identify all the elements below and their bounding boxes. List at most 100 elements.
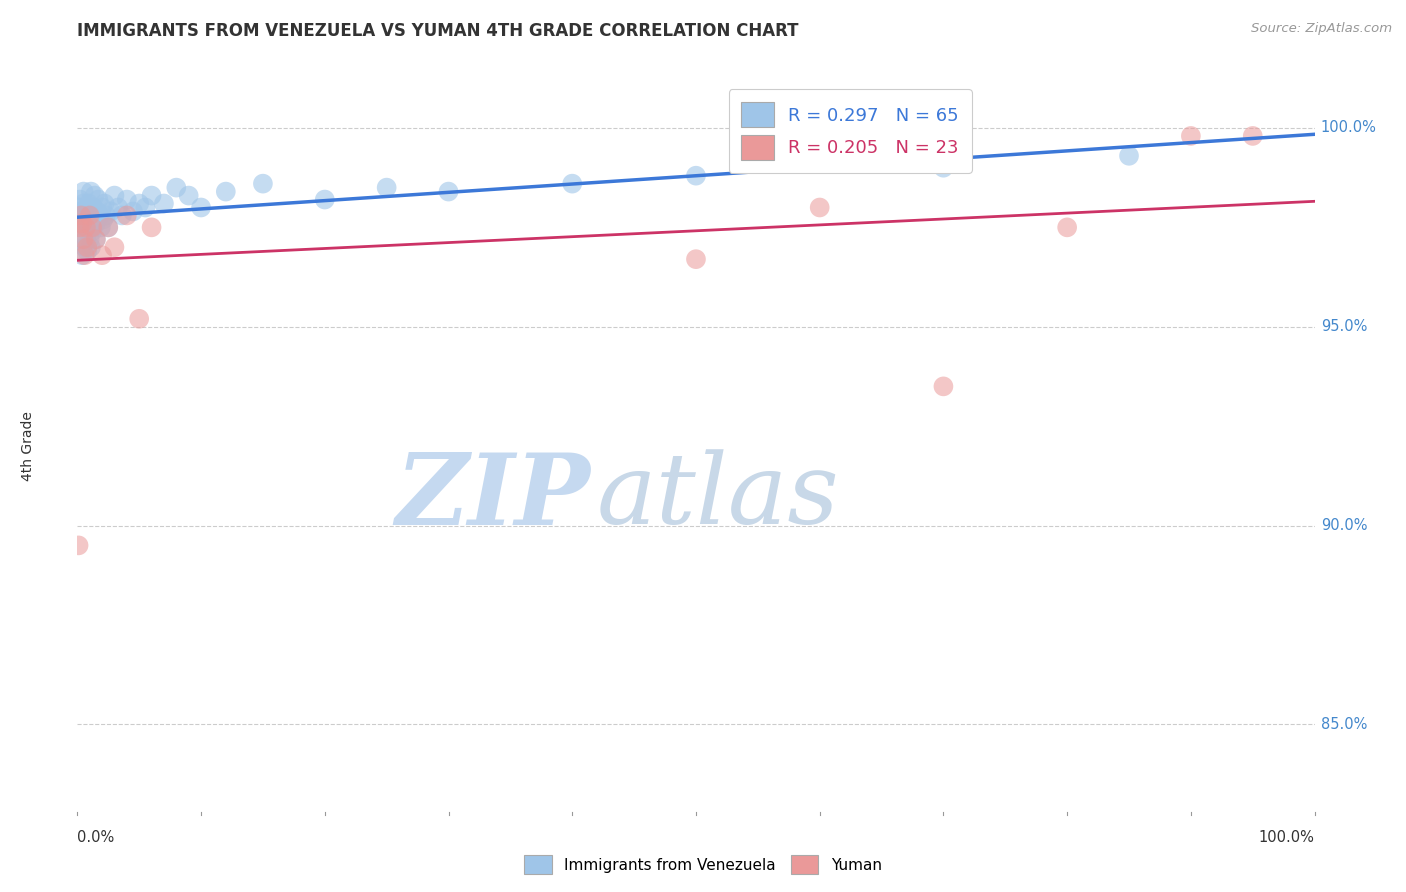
Point: [115, 209, 138, 223]
Text: 95.0%: 95.0%: [1320, 319, 1367, 334]
Point: [73, 248, 96, 262]
Point: [685, 252, 707, 267]
Text: 85.0%: 85.0%: [1320, 717, 1367, 731]
Point: [91, 212, 114, 227]
Point: [561, 177, 583, 191]
Point: [97, 220, 120, 235]
Point: [76, 244, 98, 259]
Point: [128, 311, 150, 326]
Point: [141, 220, 163, 235]
Point: [685, 169, 707, 183]
Point: [77, 224, 100, 238]
Point: [103, 188, 125, 202]
Point: [808, 201, 831, 215]
Text: 4th Grade: 4th Grade: [21, 411, 35, 481]
Point: [252, 177, 274, 191]
Point: [103, 240, 125, 254]
Point: [100, 204, 122, 219]
Point: [76, 216, 98, 230]
Point: [72, 185, 94, 199]
Point: [76, 240, 98, 254]
Point: [72, 216, 94, 230]
Point: [75, 232, 97, 246]
Point: [165, 180, 187, 194]
Point: [80, 240, 103, 254]
Point: [73, 212, 96, 227]
Point: [72, 216, 94, 230]
Point: [141, 188, 163, 202]
Point: [79, 209, 101, 223]
Point: [190, 201, 212, 215]
Point: [375, 180, 398, 194]
Point: [122, 204, 145, 219]
Text: 100.0%: 100.0%: [1320, 120, 1376, 136]
Point: [1056, 220, 1078, 235]
Point: [1180, 128, 1202, 143]
Point: [75, 220, 97, 235]
Text: 100.0%: 100.0%: [1258, 830, 1315, 845]
Point: [69, 220, 91, 235]
Point: [76, 201, 98, 215]
Point: [90, 220, 112, 235]
Point: [79, 216, 101, 230]
Point: [93, 196, 115, 211]
Point: [79, 232, 101, 246]
Point: [82, 220, 104, 235]
Text: Source: ZipAtlas.com: Source: ZipAtlas.com: [1251, 22, 1392, 36]
Point: [1118, 149, 1140, 163]
Point: [86, 204, 108, 219]
Point: [111, 209, 134, 223]
Point: [91, 248, 114, 262]
Point: [91, 201, 114, 215]
Point: [82, 201, 104, 215]
Point: [1241, 128, 1264, 143]
Point: [437, 185, 460, 199]
Legend: Immigrants from Venezuela, Yuman: Immigrants from Venezuela, Yuman: [519, 849, 887, 880]
Point: [70, 204, 93, 219]
Point: [115, 193, 138, 207]
Point: [97, 220, 120, 235]
Text: atlas: atlas: [598, 450, 839, 545]
Point: [73, 240, 96, 254]
Point: [83, 188, 105, 202]
Point: [69, 220, 91, 235]
Point: [314, 193, 336, 207]
Legend: R = 0.297   N = 65, R = 0.205   N = 23: R = 0.297 N = 65, R = 0.205 N = 23: [728, 89, 972, 173]
Point: [72, 248, 94, 262]
Point: [84, 216, 107, 230]
Point: [128, 196, 150, 211]
Point: [82, 220, 104, 235]
Point: [82, 224, 104, 238]
Point: [72, 209, 94, 223]
Point: [67, 538, 90, 552]
Point: [70, 209, 93, 223]
Point: [84, 232, 107, 246]
Point: [75, 220, 97, 235]
Point: [177, 188, 200, 202]
Point: [153, 196, 176, 211]
Text: 0.0%: 0.0%: [77, 830, 114, 845]
Point: [215, 185, 238, 199]
Point: [932, 379, 955, 393]
Point: [67, 201, 90, 215]
Text: ZIP: ZIP: [396, 449, 591, 545]
Text: IMMIGRANTS FROM VENEZUELA VS YUMAN 4TH GRADE CORRELATION CHART: IMMIGRANTS FROM VENEZUELA VS YUMAN 4TH G…: [77, 22, 799, 40]
Point: [80, 185, 103, 199]
Point: [77, 196, 100, 211]
Point: [107, 201, 129, 215]
Point: [134, 201, 156, 215]
Point: [87, 193, 110, 207]
Point: [69, 193, 91, 207]
Point: [932, 161, 955, 175]
Point: [79, 204, 101, 219]
Point: [80, 212, 103, 227]
Point: [89, 209, 111, 223]
Point: [72, 232, 94, 246]
Point: [82, 209, 104, 223]
Point: [94, 209, 117, 223]
Point: [77, 209, 100, 223]
Point: [72, 196, 94, 211]
Point: [70, 232, 93, 246]
Point: [83, 209, 105, 223]
Point: [84, 232, 107, 246]
